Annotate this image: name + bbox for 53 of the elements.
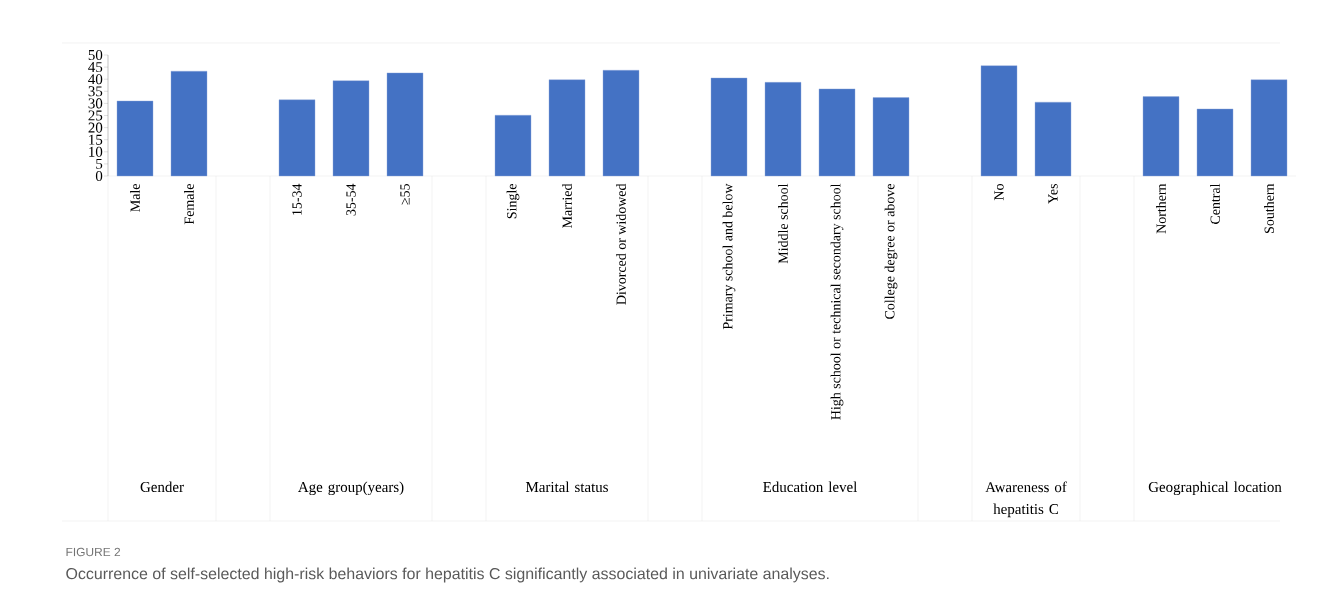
text: Marital status <box>525 481 608 493</box>
x-tick-label: College degree or above <box>884 184 898 319</box>
bar <box>1034 101 1072 177</box>
x-tick-label: No <box>994 184 1004 201</box>
bar <box>602 70 640 177</box>
text: Gender <box>140 481 184 493</box>
y-tick-label: 15 <box>89 134 103 145</box>
y-tick-label: 10 <box>89 146 103 157</box>
x-tick-label: Middle school <box>778 183 788 264</box>
x-tick-label: Southern <box>1264 183 1274 233</box>
y-tick-label: 45 <box>88 62 103 73</box>
y-tick-label: 30 <box>88 98 103 109</box>
bar <box>278 99 316 177</box>
text: Education level <box>763 481 858 493</box>
y-tick-label: 5 <box>96 158 103 169</box>
bar <box>1250 79 1288 177</box>
x-tick-label: ≥55 <box>400 184 410 205</box>
x-tick-label: Male <box>130 184 140 212</box>
text: Awareness of hepatitis C <box>985 481 1067 518</box>
y-tick-label: 20 <box>88 122 103 133</box>
text: Age group(years) <box>298 481 404 496</box>
x-tick-label: Northern <box>1156 183 1166 234</box>
bar <box>872 97 910 177</box>
x-tick-label: 35-54 <box>346 183 356 216</box>
bar <box>332 80 370 177</box>
x-tick-label: Primary school and below <box>722 183 736 330</box>
bar <box>818 88 856 177</box>
bar <box>386 72 424 177</box>
y-tick-label: 0 <box>95 170 103 182</box>
text: Geographical location <box>1148 481 1282 496</box>
x-tick-label: Yes <box>1048 184 1058 204</box>
bar <box>980 65 1018 177</box>
bar <box>764 82 802 177</box>
x-tick-label: 15-34 <box>292 183 302 215</box>
bar <box>710 77 748 177</box>
x-tick-label: Divorced or widowed <box>616 183 626 305</box>
text: Occurrence of self-selected high-risk behaviors for hepatitis C significantly associated in univariate analyses. <box>66 567 829 583</box>
x-tick-label: Single <box>506 184 520 219</box>
bar <box>494 115 532 177</box>
bar <box>170 71 208 177</box>
bar <box>548 79 586 177</box>
y-tick-label: 25 <box>88 110 103 121</box>
y-tick-label: 35 <box>88 86 103 97</box>
x-tick-label: Married <box>562 183 572 229</box>
text: FIGURE 2 <box>66 547 121 557</box>
bar <box>1142 96 1180 177</box>
bar <box>116 100 154 177</box>
y-tick-label: 40 <box>88 74 103 85</box>
x-tick-label: Central <box>1210 183 1220 224</box>
x-tick-label: Female <box>184 184 194 225</box>
y-tick-label: 50 <box>88 49 103 61</box>
bar <box>1196 108 1234 177</box>
x-tick-label: High school or technical secondary school <box>830 183 844 420</box>
